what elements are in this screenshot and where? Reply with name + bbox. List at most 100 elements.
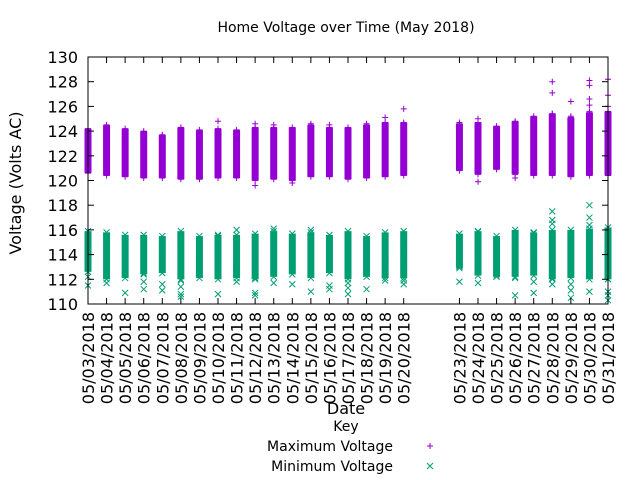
point-min-day-16	[326, 266, 333, 274]
point-min-day-28	[548, 274, 556, 282]
x-tick-label: 05/10/2018	[209, 312, 228, 404]
point-max-day-18	[363, 140, 370, 147]
x-tick-label: 05/17/2018	[339, 312, 358, 404]
point-max-day-9	[196, 126, 203, 133]
outlier-max-day-29	[567, 113, 574, 120]
range-max-day-12	[251, 127, 259, 181]
x-tick-label: 05/14/2018	[283, 312, 302, 404]
point-max-day-10	[215, 157, 221, 164]
outlier-max-day-14	[289, 179, 296, 186]
range-max-day-30	[585, 112, 593, 176]
point-min-day-27	[530, 240, 538, 248]
point-min-day-19	[381, 270, 389, 278]
y-tick-label: 130	[47, 48, 78, 67]
outlier-min-day-8	[177, 290, 185, 298]
x-tick-label: 05/07/2018	[153, 312, 172, 404]
point-max-day-30	[586, 133, 593, 140]
point-max-day-19	[382, 173, 389, 180]
point-min-day-14	[288, 271, 296, 278]
point-min-day-25	[493, 271, 500, 279]
point-max-day-8	[177, 124, 184, 131]
point-min-day-27	[530, 229, 538, 236]
point-min-day-9	[196, 274, 203, 282]
point-max-day-19	[382, 129, 389, 136]
x-tick-label: 05/27/2018	[525, 312, 544, 404]
outlier-min-day-18	[363, 285, 370, 293]
x-tick-label: 05/16/2018	[320, 312, 339, 404]
point-max-day-24	[475, 129, 481, 136]
x-tick-label: 05/12/2018	[246, 312, 265, 404]
point-max-day-16	[326, 132, 333, 139]
range-min-day-14	[288, 233, 296, 275]
x-tick-label: 05/28/2018	[543, 312, 562, 404]
point-min-day-5	[121, 247, 129, 254]
x-tick-label: 05/13/2018	[265, 312, 284, 404]
point-min-day-20	[400, 240, 408, 248]
y-tick-label: 122	[47, 147, 78, 166]
outlier-min-day-17	[344, 279, 352, 287]
outlier-min-day-14	[288, 280, 296, 288]
point-min-day-12	[251, 275, 259, 283]
y-tick-label: 126	[47, 97, 78, 116]
outlier-max-day-24	[475, 178, 481, 185]
outlier-min-day-28	[548, 216, 556, 224]
series-maximum-voltage	[84, 76, 612, 189]
outlier-min-day-7	[158, 287, 166, 294]
point-max-day-25	[493, 123, 500, 130]
point-min-day-23	[456, 262, 463, 270]
point-min-day-6	[140, 252, 148, 260]
point-max-day-17	[345, 137, 351, 144]
y-tick-label: 124	[47, 122, 78, 141]
point-max-day-29	[567, 173, 574, 180]
outlier-min-day-10	[214, 290, 222, 298]
point-max-day-12	[252, 168, 259, 175]
range-max-day-24	[474, 122, 482, 175]
point-max-day-14	[289, 143, 296, 150]
outlier-min-day-26	[511, 274, 519, 282]
range-max-day-29	[567, 117, 575, 177]
outlier-max-day-13	[270, 121, 277, 128]
point-min-day-29	[567, 241, 575, 249]
range-max-day-27	[530, 116, 538, 176]
point-min-day-12	[251, 230, 259, 237]
x-tick-label: 05/29/2018	[562, 312, 581, 404]
x-tick-label: 05/23/2018	[450, 312, 469, 404]
range-min-day-12	[251, 233, 259, 280]
point-min-day-8	[177, 257, 185, 265]
plot-marks	[84, 76, 612, 304]
point-max-day-10	[215, 125, 221, 132]
point-max-day-9	[196, 132, 203, 139]
point-min-day-26	[511, 235, 519, 243]
x-tick-label: 05/03/2018	[79, 312, 98, 404]
outlier-min-day-30	[586, 221, 593, 229]
point-min-day-13	[270, 230, 278, 238]
range-max-day-18	[363, 124, 371, 179]
point-min-day-4	[103, 242, 110, 249]
outlier-min-day-23	[456, 278, 463, 286]
point-min-day-16	[326, 269, 333, 277]
point-max-day-8	[177, 164, 184, 171]
point-max-day-27	[530, 125, 537, 132]
point-min-day-13	[270, 242, 278, 250]
legend-marker-max	[427, 443, 433, 449]
point-min-day-10	[214, 232, 222, 240]
legend: Key Maximum Voltage Minimum Voltage	[267, 419, 434, 475]
outlier-min-day-29	[567, 280, 575, 288]
outlier-max-day-12	[252, 120, 259, 127]
range-min-day-28	[548, 229, 556, 280]
range-max-day-6	[140, 131, 148, 179]
outlier-min-day-13	[270, 279, 278, 287]
x-tick-label: 05/30/2018	[580, 312, 599, 404]
point-max-day-20	[400, 147, 407, 154]
range-min-day-27	[530, 232, 538, 276]
point-min-day-11	[233, 269, 240, 277]
point-max-day-16	[326, 168, 333, 175]
outlier-min-day-28	[548, 208, 556, 215]
x-axis-label: Date	[327, 399, 365, 418]
legend-title: Key	[333, 419, 358, 435]
point-min-day-7	[158, 252, 166, 260]
point-min-day-16	[326, 231, 333, 239]
plot-axes: 110 112 114 116 118 120 122 124 126 128 130 05/03/2…	[47, 48, 618, 404]
outlier-max-day-11	[233, 129, 240, 136]
point-max-day-20	[400, 169, 407, 176]
